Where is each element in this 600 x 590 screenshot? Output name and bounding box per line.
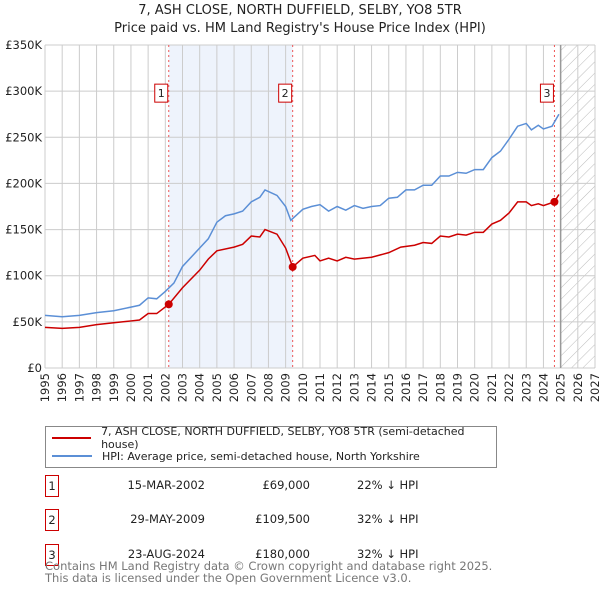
x-tick-label: 2020 [468,373,482,402]
sale-hpi: 32% ↓ HPI [357,547,419,561]
sale-row: 1 15-MAR-2002 £69,000 22% ↓ HPI [45,475,445,497]
sale-point [550,197,559,206]
footer-line: Contains HM Land Registry data © Crown c… [45,559,493,573]
x-tick-label: 2006 [227,373,241,402]
x-tick-label: 2021 [485,373,499,402]
sale-price: £180,000 [255,547,310,561]
y-tick-label: £200K [5,176,42,190]
x-tick-label: 2009 [279,373,293,402]
sale-number: 1 [45,475,59,497]
legend-label: 7, ASH CLOSE, NORTH DUFFIELD, SELBY, YO8… [101,425,465,451]
x-tick-label: 2001 [141,373,155,402]
chart-title: 7, ASH CLOSE, NORTH DUFFIELD, SELBY, YO8… [138,3,462,18]
series-line [44,113,560,318]
legend-item-hpi: HPI: Average price, semi-detached house,… [52,448,420,464]
x-tick-label: 2017 [416,373,430,402]
x-tick-label: 1999 [107,373,121,402]
x-tick-label: 2024 [536,373,550,402]
sale-price: £69,000 [262,478,310,492]
footer: Contains HM Land Registry data © Crown c… [45,560,492,584]
y-tick-label: £250K [5,130,42,144]
chart-subtitle: Price paid vs. HM Land Registry's House … [114,21,486,36]
sale-date: 23-AUG-2024 [127,547,205,561]
x-tick-label: 1996 [55,373,69,402]
x-tick-label: 2007 [244,373,258,402]
sale-hpi: 22% ↓ HPI [357,478,419,492]
y-tick-label: £300K [5,84,42,98]
sale-label: 1 [158,87,165,100]
blue-line-swatch [52,455,92,457]
sale-number: 3 [45,544,59,566]
sale-row: 3 23-AUG-2024 £180,000 32% ↓ HPI [45,544,445,566]
x-tick-label: 2026 [571,373,585,402]
x-tick-label: 2019 [451,373,465,402]
legend-item-property: 7, ASH CLOSE, NORTH DUFFIELD, SELBY, YO8… [52,425,496,451]
x-tick-label: 2003 [176,373,190,402]
sale-price: £109,500 [255,512,310,526]
sale-date: 15-MAR-2002 [127,478,205,492]
sale-point [288,262,297,271]
sale-label-box [278,83,293,103]
x-tick-label: 2012 [330,373,344,402]
y-tick-label: £0 [27,361,42,375]
sale-date: 29-MAY-2009 [130,512,205,526]
x-tick-label: 2027 [588,373,600,402]
y-tick-label: £350K [5,38,42,52]
sale-label-box [539,83,554,103]
series-line [44,194,560,330]
sale-number: 2 [45,509,59,531]
x-tick-label: 2022 [502,373,516,402]
x-tick-label: 2023 [519,373,533,402]
sale-hpi: 32% ↓ HPI [357,512,419,526]
footer-line: This data is licensed under the Open Gov… [45,571,412,585]
sale-label: 2 [282,87,289,100]
y-tick-label: £100K [5,269,42,283]
x-tick-label: 2025 [554,373,568,402]
red-line-swatch [52,437,92,439]
sale-point [164,300,173,309]
sale-row: 2 29-MAY-2009 £109,500 32% ↓ HPI [45,509,445,531]
x-tick-label: 2010 [296,373,310,402]
x-tick-label: 2011 [313,373,327,402]
sale-label-box [154,83,169,103]
x-tick-label: 2004 [193,373,207,402]
price-chart: 1995 1996 1997 1998 1999 2000 2001 2002 2003 2004… [5,38,600,402]
x-tick-label: 2000 [124,373,138,402]
x-tick-label: 2014 [365,373,379,402]
x-tick-label: 2018 [433,373,447,402]
x-tick-label: 1997 [72,373,86,402]
x-tick-label: 2005 [210,373,224,402]
y-tick-label: £150K [5,223,42,237]
x-tick-label: 1998 [90,373,104,402]
sale-label: 3 [543,87,550,100]
x-tick-label: 2013 [347,373,361,402]
x-tick-label: 2016 [399,373,413,402]
x-tick-label: 2008 [261,373,275,402]
x-tick-label: 2002 [158,373,172,402]
x-tick-label: 1995 [38,373,52,402]
legend: 7, ASH CLOSE, NORTH DUFFIELD, SELBY, YO8… [45,425,497,468]
x-tick-label: 2015 [382,373,396,402]
legend-label: HPI: Average price, semi-detached house,… [102,449,420,463]
y-tick-label: £50K [13,315,43,329]
shaded-period [168,45,293,368]
